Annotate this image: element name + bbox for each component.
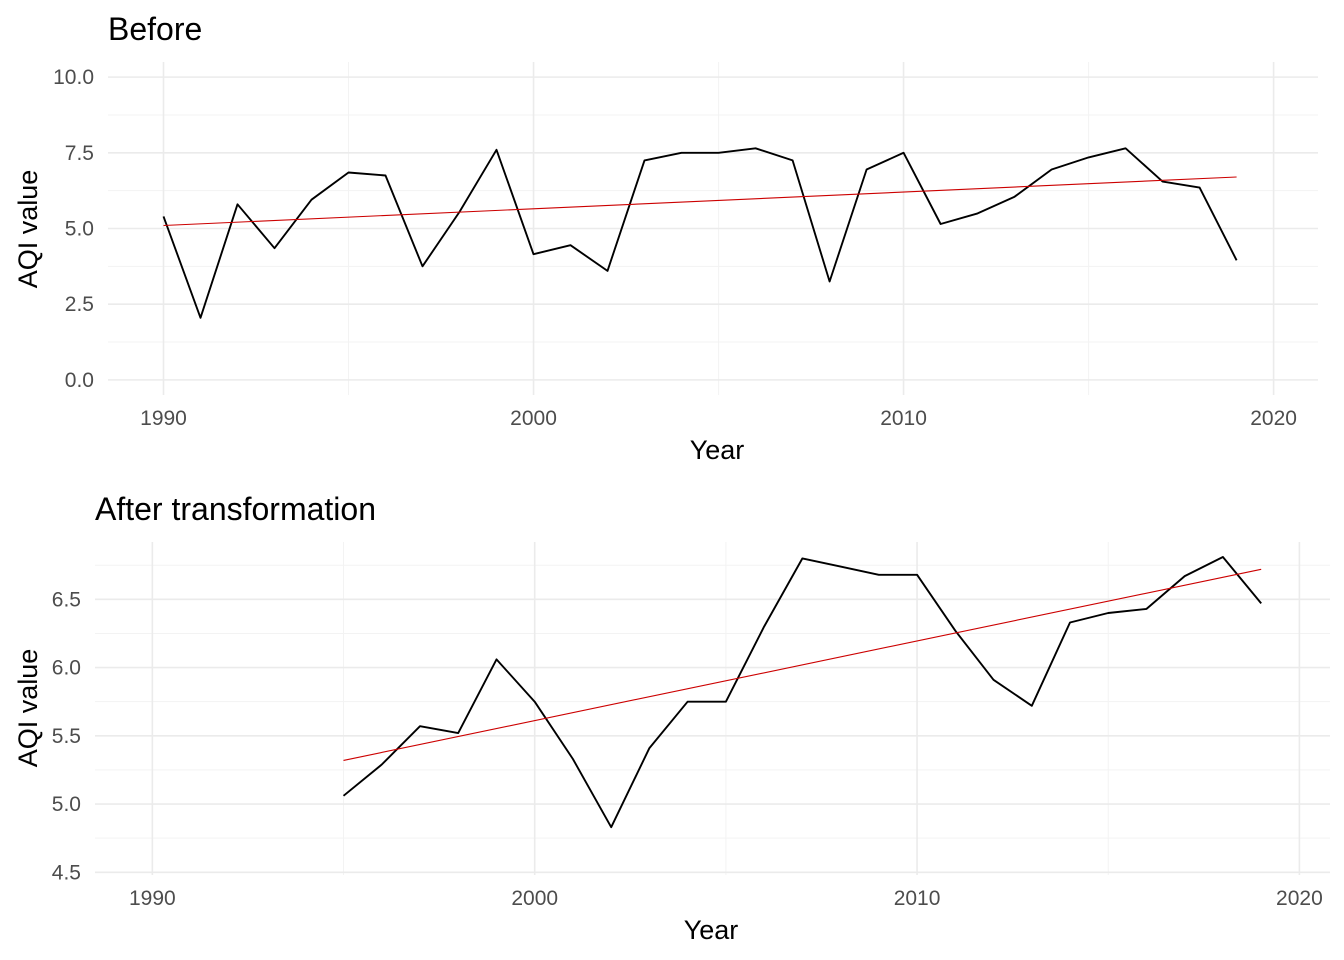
x-tick-label: 2000: [511, 887, 558, 910]
trend-line: [343, 568, 1262, 761]
grid: [108, 62, 1318, 395]
x-tick-labels: 1990 2000 2010 2020: [129, 887, 1323, 910]
after-transformation-panel: After transformation 1990 2000 2010 2020 4.…: [13, 491, 1330, 945]
x-tick-label: 1990: [129, 887, 176, 910]
y-tick-label: 6.0: [52, 657, 81, 680]
y-tick-label: 4.5: [52, 861, 81, 884]
series-line: [342, 556, 1262, 829]
x-axis-label: Year: [684, 915, 739, 945]
y-tick-labels: 0.0 2.5 5.0 7.5 10.0: [53, 66, 94, 392]
y-tick-label: 7.5: [65, 142, 94, 165]
x-tick-labels: 1990 2000 2010 2020: [140, 407, 1297, 430]
y-tick-label: 0.0: [65, 369, 94, 392]
y-tick-labels: 4.5 5.0 5.5 6.0 6.5: [52, 588, 81, 884]
series-layer: [342, 556, 1262, 829]
trend-line: [163, 176, 1237, 227]
x-tick-label: 2020: [1276, 887, 1323, 910]
y-tick-label: 10.0: [53, 66, 94, 89]
y-tick-label: 6.5: [52, 588, 81, 611]
x-axis-label: Year: [690, 435, 745, 465]
x-tick-label: 1990: [140, 407, 187, 430]
series-layer: [162, 147, 1238, 319]
grid: [95, 542, 1330, 875]
y-tick-label: 5.0: [65, 218, 94, 241]
y-axis-label: AQI value: [13, 649, 43, 768]
chart-title: After transformation: [95, 491, 376, 527]
y-tick-label: 5.5: [52, 725, 81, 748]
x-tick-label: 2010: [880, 407, 927, 430]
chart-title: Before: [108, 11, 202, 47]
x-tick-label: 2020: [1250, 407, 1297, 430]
y-tick-label: 5.0: [52, 793, 81, 816]
y-tick-label: 2.5: [65, 293, 94, 316]
x-tick-label: 2000: [510, 407, 557, 430]
y-axis-label: AQI value: [13, 170, 43, 289]
series-line: [162, 147, 1238, 319]
before-panel: Before 1990 2000 2010 2020 0.0 2.5 5.0 7.5 10.0…: [13, 11, 1318, 465]
x-tick-label: 2010: [894, 887, 941, 910]
